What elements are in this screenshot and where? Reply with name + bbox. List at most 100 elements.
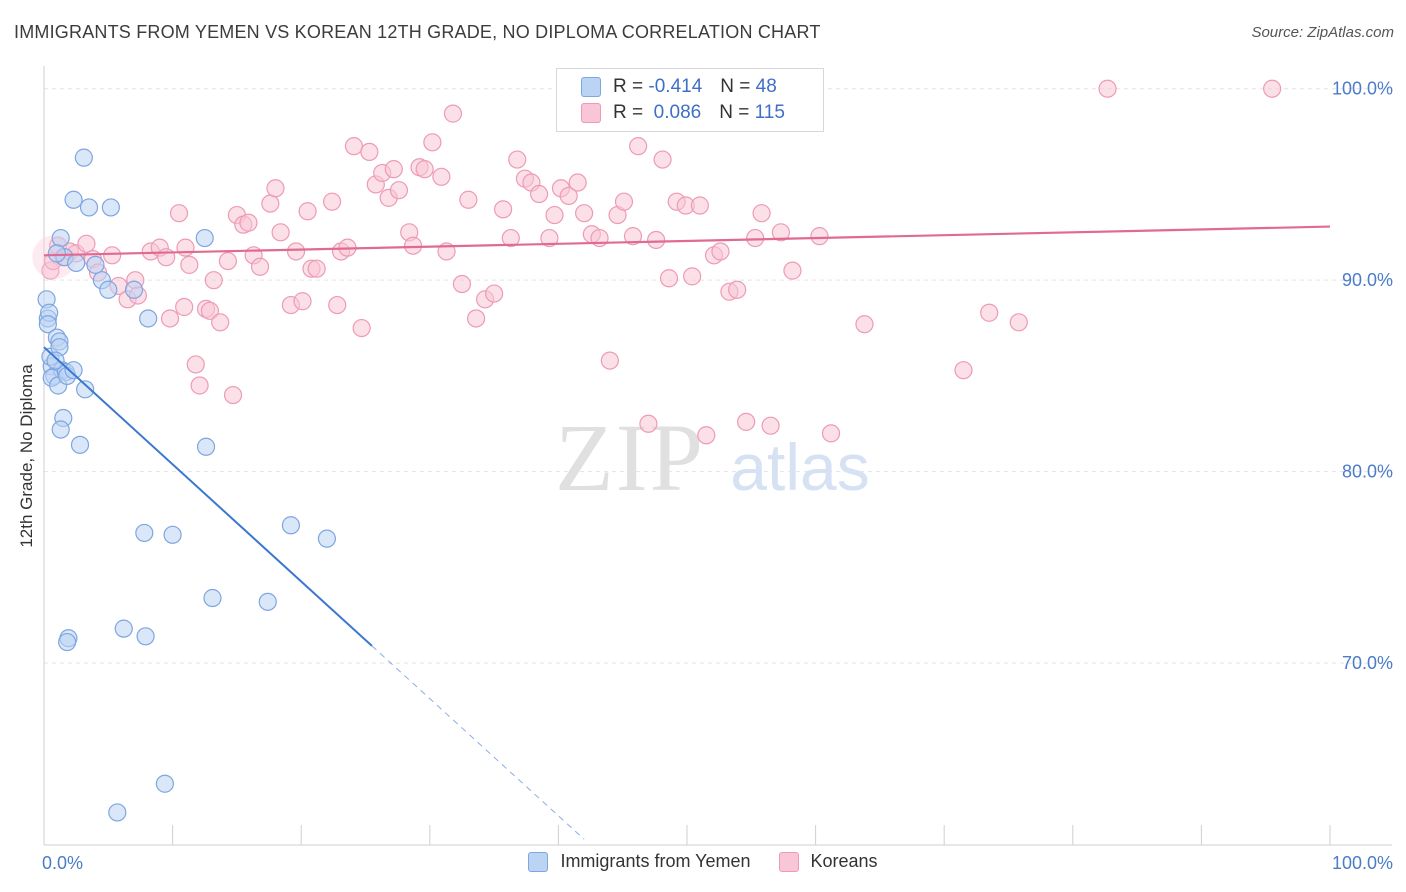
korean-point xyxy=(1098,79,1117,98)
korean-point xyxy=(711,242,730,261)
yemen-point xyxy=(196,437,216,456)
korean-point xyxy=(1263,79,1282,98)
legend-n-label: N = xyxy=(719,102,750,123)
yemen-point xyxy=(64,190,83,209)
x-tick-label-min: 0.0% xyxy=(42,853,83,873)
korean-point xyxy=(415,160,434,179)
korean-point xyxy=(190,376,209,395)
korean-point xyxy=(771,223,790,242)
yemen-point xyxy=(136,627,155,646)
korean-point xyxy=(352,318,371,338)
korean-point xyxy=(239,213,258,232)
legend-swatch-yemen xyxy=(528,851,549,872)
korean-point xyxy=(223,385,243,405)
legend-item-yemen: Immigrants from Yemen xyxy=(528,851,751,872)
korean-point xyxy=(683,267,702,286)
y-tick-label: 90.0% xyxy=(1342,270,1393,290)
korean-point xyxy=(697,426,716,445)
korean-point xyxy=(266,179,285,198)
korean-point xyxy=(103,246,122,265)
korean-point xyxy=(647,230,666,250)
korean-point xyxy=(530,184,549,204)
yemen-point xyxy=(281,516,301,535)
korean-point xyxy=(200,301,219,320)
yemen-point xyxy=(67,253,86,273)
korean-point xyxy=(307,259,326,278)
yemen-point xyxy=(58,632,77,652)
korean-point xyxy=(761,416,780,435)
legend-n-label: N = xyxy=(720,76,751,97)
korean-point xyxy=(186,355,205,374)
korean-point xyxy=(384,160,403,179)
korean-point xyxy=(568,173,587,192)
x-tick-label-max: 100.0% xyxy=(1332,853,1393,873)
korean-point xyxy=(169,204,189,223)
korean-point xyxy=(322,192,342,211)
yemen-point xyxy=(124,280,144,299)
legend-label-korean: Koreans xyxy=(810,851,878,871)
yemen-point xyxy=(70,435,90,454)
korean-point xyxy=(629,137,648,156)
korean-point xyxy=(389,181,409,200)
legend-r-value: 0.086 xyxy=(653,102,702,123)
korean-point xyxy=(298,202,317,221)
korean-point xyxy=(690,196,709,215)
korean-point xyxy=(653,150,672,169)
korean-point xyxy=(403,236,423,255)
korean-point xyxy=(261,194,280,213)
legend-n-value: 48 xyxy=(755,76,777,97)
korean-point xyxy=(508,150,527,169)
axes xyxy=(43,66,1392,846)
series-legend: Immigrants from Yemen Koreans xyxy=(0,851,1406,872)
korean-point xyxy=(600,351,619,370)
korean-point xyxy=(559,186,578,206)
korean-point xyxy=(737,412,756,431)
legend-row-yemen: R = -0.414 N = 48 xyxy=(581,75,777,99)
yemen-point xyxy=(163,525,182,544)
legend-r-label: R = xyxy=(613,102,644,123)
korean-point xyxy=(485,284,504,303)
yemen-point xyxy=(203,588,222,608)
korean-point xyxy=(545,205,564,225)
grid-lines xyxy=(44,88,1392,664)
korean-point xyxy=(980,303,999,322)
korean-point xyxy=(250,257,270,276)
watermark-zip: ZIP xyxy=(555,404,705,511)
korean-point xyxy=(821,424,841,443)
korean-point xyxy=(218,251,237,271)
legend-label-yemen: Immigrants from Yemen xyxy=(560,851,751,871)
korean-point xyxy=(344,137,364,156)
korean-point xyxy=(746,228,765,248)
yemen-point xyxy=(155,774,174,793)
korean-point xyxy=(157,248,176,267)
legend-swatch-korean xyxy=(778,851,799,872)
y-tick-label: 70.0% xyxy=(1342,653,1393,673)
yemen-points xyxy=(37,148,337,822)
yemen-point xyxy=(76,380,95,399)
korean-point xyxy=(954,361,973,380)
trend-lines xyxy=(43,225,1331,840)
yemen-point xyxy=(258,592,277,611)
yemen-point xyxy=(195,228,214,248)
legend-swatch-korean xyxy=(581,103,601,123)
korean-point xyxy=(423,133,442,152)
yemen-point xyxy=(46,351,65,370)
korean-point xyxy=(211,313,230,332)
yemen-point xyxy=(74,148,93,167)
korean-point xyxy=(175,297,194,317)
legend-item-korean: Koreans xyxy=(778,851,878,872)
yemen-point xyxy=(47,244,66,263)
yemen-point xyxy=(99,280,118,299)
korean-point xyxy=(855,315,874,334)
yemen-point xyxy=(108,803,127,822)
legend-n-value: 115 xyxy=(754,102,785,123)
yemen-point xyxy=(114,619,133,638)
korean-point xyxy=(160,309,180,328)
korean-point xyxy=(328,295,347,315)
korean-point xyxy=(752,204,771,223)
y-tick-label: 80.0% xyxy=(1342,462,1393,482)
source-label: Source: ZipAtlas.com xyxy=(1251,24,1394,41)
korean-point xyxy=(494,200,513,219)
yemen-trend-extension xyxy=(371,645,585,840)
